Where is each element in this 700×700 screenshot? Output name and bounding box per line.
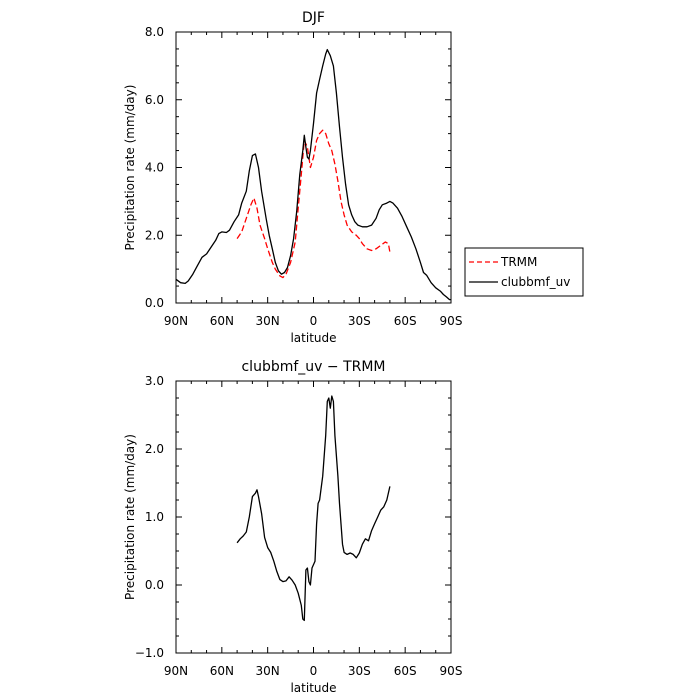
y-tick-label: 3.0 bbox=[145, 374, 164, 388]
chart-title: clubbmf_uv − TRMM bbox=[241, 359, 385, 375]
y-axis-title: Precipitation rate (mm/day) bbox=[123, 434, 137, 600]
y-tick-label: 4.0 bbox=[145, 161, 164, 175]
plot-frame bbox=[175, 31, 452, 304]
x-tick-label: 60N bbox=[210, 314, 234, 328]
x-axis-title: latitude bbox=[290, 331, 336, 345]
x-tick-label: 0 bbox=[310, 664, 318, 678]
legend-label: clubbmf_uv bbox=[501, 275, 570, 289]
series-line-clubbmf-uv bbox=[175, 48, 451, 301]
x-tick-label: 90N bbox=[164, 664, 188, 678]
y-tick-label: 2.0 bbox=[145, 228, 164, 242]
x-tick-label: 60N bbox=[210, 664, 234, 678]
x-tick-label: 60S bbox=[394, 664, 417, 678]
series-line-trmm bbox=[236, 129, 391, 279]
y-tick-label: 8.0 bbox=[145, 25, 164, 39]
x-tick-label: 90S bbox=[440, 314, 463, 328]
x-tick-label: 30N bbox=[256, 314, 280, 328]
y-tick-label: 2.0 bbox=[145, 442, 164, 456]
x-axis-title: latitude bbox=[290, 681, 336, 695]
y-tick-label: 6.0 bbox=[145, 93, 164, 107]
x-tick-label: 60S bbox=[394, 314, 417, 328]
y-tick-label: 1.0 bbox=[145, 510, 164, 524]
chart-title: DJF bbox=[302, 10, 325, 26]
legend-box bbox=[464, 247, 584, 297]
x-tick-label: 90N bbox=[164, 314, 188, 328]
y-tick-label: 0.0 bbox=[145, 578, 164, 592]
x-tick-label: 0 bbox=[310, 314, 318, 328]
y-tick-label: −1.0 bbox=[135, 646, 164, 660]
series-line bbox=[236, 395, 391, 622]
legend-label: TRMM bbox=[500, 255, 537, 269]
x-tick-label: 90S bbox=[440, 664, 463, 678]
x-tick-label: 30S bbox=[348, 664, 371, 678]
y-tick-label: 0.0 bbox=[145, 296, 164, 310]
x-tick-label: 30S bbox=[348, 314, 371, 328]
plot-frame bbox=[175, 380, 452, 654]
y-axis-title: Precipitation rate (mm/day) bbox=[123, 85, 137, 251]
top-panel-djf: DJF 90N 60N 30N 0 30S 60S 90S 0.0 2.0 4.0 6.0 8.0 lat… bbox=[123, 10, 584, 345]
bottom-panel-difference: clubbmf_uv − TRMM 90N 60N 30N 0 30S 60S 90S −1.0… bbox=[123, 359, 462, 695]
x-tick-label: 30N bbox=[256, 664, 280, 678]
